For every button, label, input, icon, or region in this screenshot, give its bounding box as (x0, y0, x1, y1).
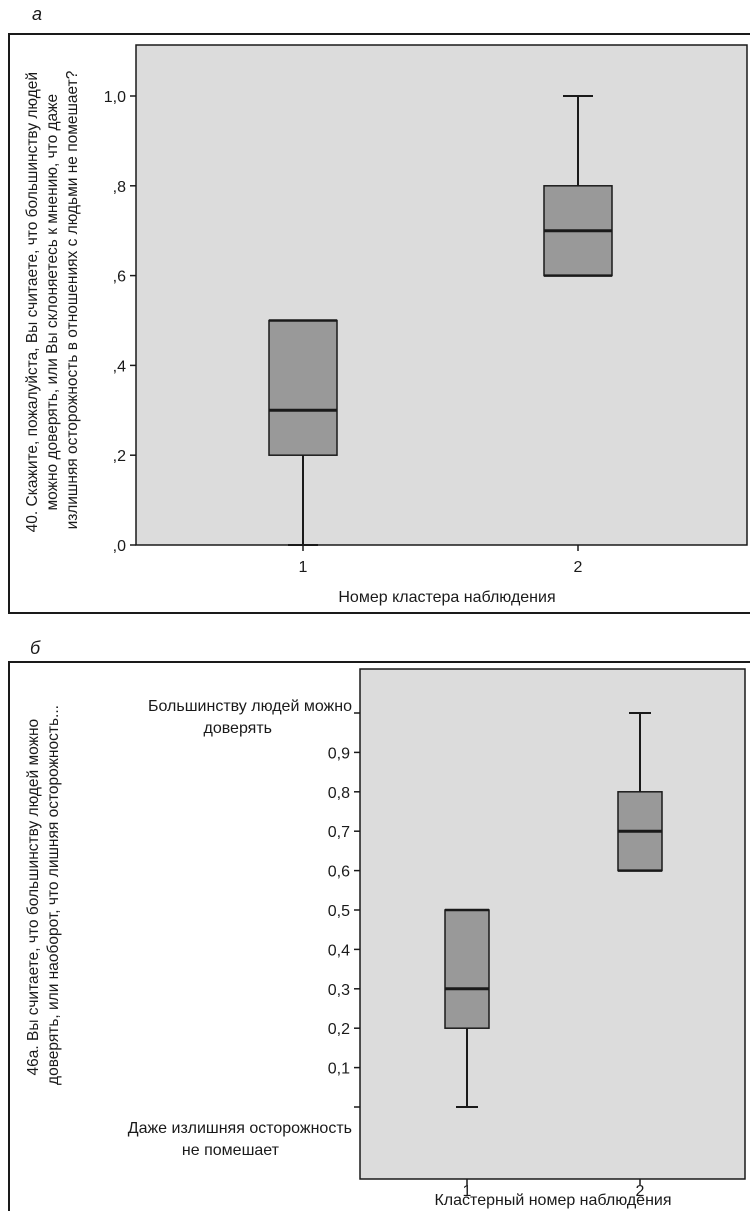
box-iqr (444, 909, 490, 1029)
panel-b-plot-area (359, 668, 746, 1180)
panel-b-y-tick-label: 0,9 (328, 745, 350, 762)
panel-b-y-tick-label: 0,1 (328, 1061, 350, 1078)
panel-b-frame (8, 661, 750, 1211)
panel-b-ticks: 0,1 0,2 0,3 0,4 0,5 0,6 0,7 0,8 0,9 1 2 (328, 712, 645, 1200)
panel-a-x-tick-label: 1 (299, 559, 308, 576)
panel-a-boxes (268, 95, 613, 546)
panel-a-y-title-line-1: 40. Скажите, пожалуйста, Вы считаете, чт… (24, 72, 41, 532)
panel-a-y-tick-label: ,4 (113, 358, 126, 375)
panel-a-y-tick-label: ,8 (113, 179, 126, 196)
panel-b-y-tick-label: 0,8 (328, 785, 350, 802)
panel-b-x-axis-title: Кластерный номер наблюдения (434, 1192, 671, 1209)
panel-a-x-tick-label: 2 (574, 559, 583, 576)
panel-a-y-axis-title: 40. Скажите, пожалуйста, Вы считаете, чт… (24, 68, 81, 533)
panel-b-x-tick-label: 2 (636, 1183, 645, 1200)
panel-b-y-top-label-line-1: Большинству людей можно (148, 698, 352, 715)
panel-a-y-tick-label: ,0 (113, 538, 126, 555)
panel-a-plot-area (135, 44, 748, 546)
panel-b-y-axis-title: 46а. Вы считаете, что большинству людей … (25, 705, 62, 1085)
panel-b-letter: б (30, 638, 41, 658)
panel-a-y-tick-label: ,6 (113, 269, 126, 286)
panel-b-y-tick-label: 0,7 (328, 824, 350, 841)
panel-b-y-top-label-line-2: доверять (204, 720, 273, 737)
panel-a-letter: а (32, 4, 42, 24)
panel-b-y-tick-label: 0,3 (328, 982, 350, 999)
panel-a-frame (8, 33, 750, 614)
panel-b-y-tick-label: 0,2 (328, 1021, 350, 1038)
box-iqr (268, 319, 338, 456)
panel-b-x-tick-label: 1 (463, 1183, 472, 1200)
panel-b-box-2 (617, 712, 663, 872)
panel-b-y-bottom-label-line-2: не помешает (182, 1142, 280, 1159)
panel-b-boxes (444, 712, 663, 1108)
panel-a-box-1 (268, 319, 338, 546)
panel-b: б 46а. Вы считаете, что большинству люде… (8, 638, 750, 1211)
panel-b-y-title-line-1: 46а. Вы считаете, что большинству людей … (25, 719, 42, 1076)
panel-b-y-tick-label: 0,6 (328, 864, 350, 881)
panel-a-x-axis-title: Номер кластера наблюдения (338, 589, 555, 606)
panel-a-y-tick-label: 1,0 (104, 89, 126, 106)
panel-a: а 40. Скажите, пожалуйста, Вы считаете, … (8, 4, 750, 614)
panel-b-y-bottom-label-line-1: Даже излишняя осторожность (128, 1120, 352, 1137)
panel-b-box-1 (444, 908, 490, 1108)
panel-a-ticks: ,0 ,2 ,4 ,6 ,8 1,0 1 2 (104, 89, 583, 576)
panel-a-y-title-line-2: можно доверять, или Вы склоняетесь к мне… (44, 94, 61, 511)
panel-a-box-2 (543, 95, 613, 277)
panel-b-y-tick-label: 0,4 (328, 942, 350, 959)
panel-a-y-title-line-3: излишняя осторожность в отношениях с люд… (64, 70, 81, 529)
panel-b-y-tick-label: 0,5 (328, 903, 350, 920)
panel-b-y-title-line-2: доверять, или наоборот, что лишняя остор… (45, 705, 62, 1085)
panel-a-y-tick-label: ,2 (113, 448, 126, 465)
